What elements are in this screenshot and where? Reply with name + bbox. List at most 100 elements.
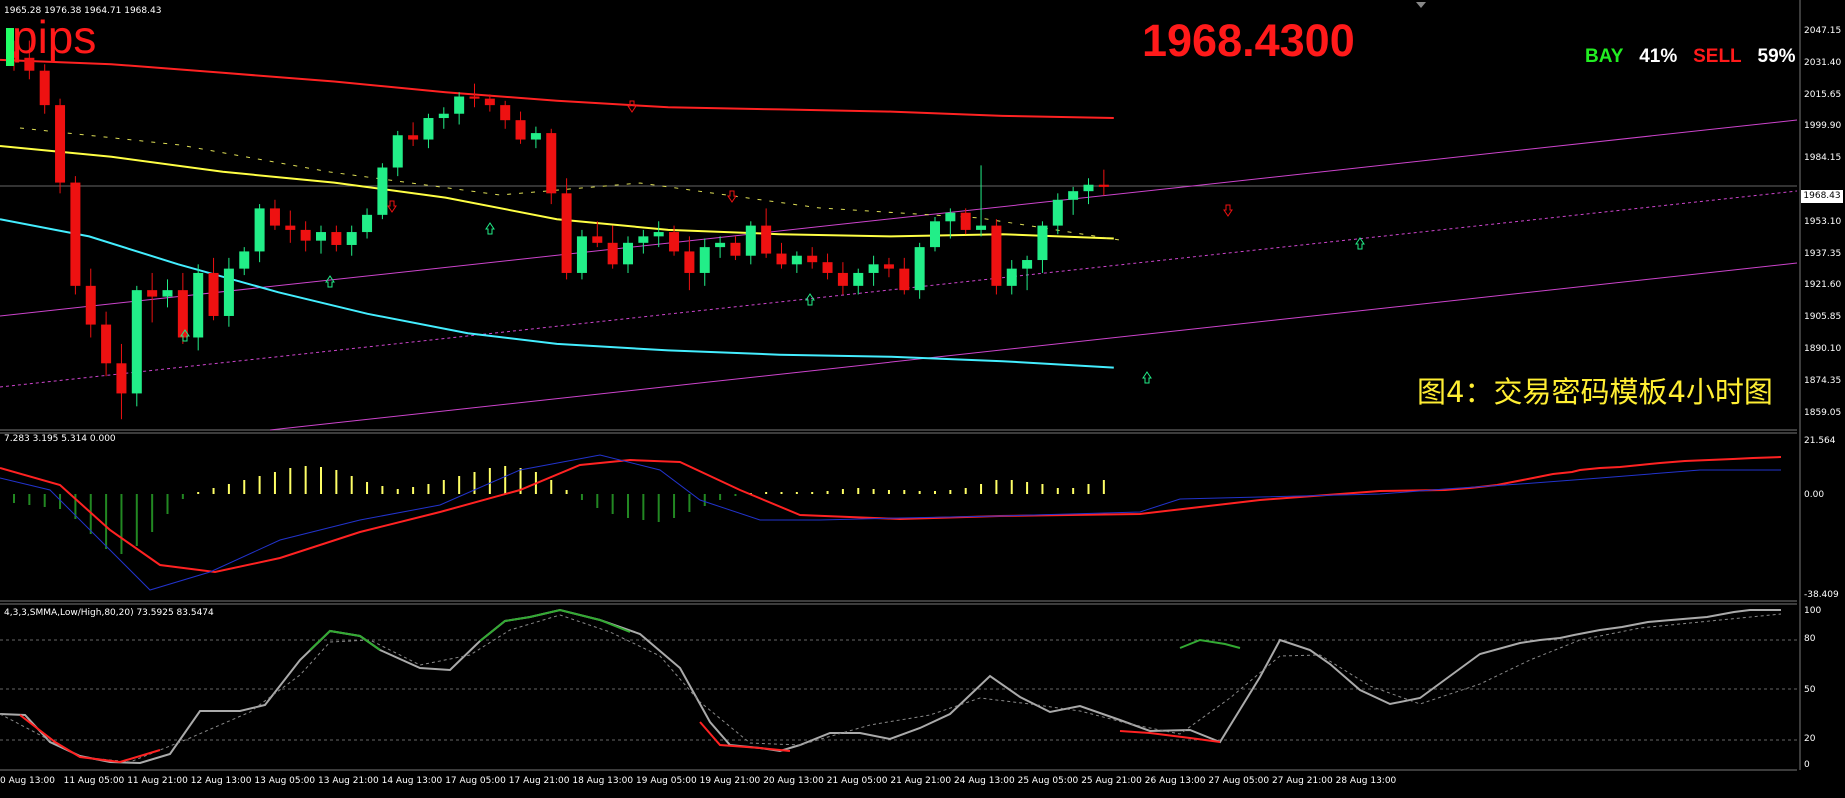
candle-body [576, 236, 587, 273]
candle-body [208, 272, 219, 316]
time-axis-label: 19 Aug 21:00 [699, 776, 761, 786]
candlestick-series [9, 40, 1365, 420]
candle-body [331, 232, 342, 245]
candle-body [239, 251, 250, 269]
time-axis-label: 19 Aug 05:00 [636, 776, 697, 786]
stochastic-indicator [0, 608, 1797, 765]
stochastic-signal-line [0, 613, 1782, 763]
candle-body [776, 253, 787, 265]
buy-arrow-icon [805, 293, 815, 306]
candle-body [515, 120, 526, 140]
candle-body [408, 135, 419, 140]
candle-body [1083, 184, 1094, 192]
candle-body [883, 264, 894, 269]
candle-body [454, 96, 465, 114]
buy-arrow-icon [180, 329, 190, 342]
stochastic-main-line [0, 608, 1781, 765]
chart-caption: 图4：交易密码模板4小时图 [1417, 375, 1773, 409]
candle-body [745, 225, 756, 256]
candle-body [162, 290, 173, 297]
time-axis-label: 11 Aug 05:00 [63, 776, 125, 786]
candle-body [530, 133, 541, 140]
pips-candle-icon [6, 28, 14, 66]
channel-lower-line [269, 262, 1798, 431]
time-axis-label: 25 Aug 21:00 [1081, 776, 1142, 786]
time-axis-label: 11 Aug 21:00 [127, 776, 188, 786]
buy-arrow-icon [485, 222, 495, 235]
stochastic-oversold-segment [19, 714, 161, 764]
regression-channel [0, 119, 1798, 431]
candle-body [653, 232, 664, 237]
price-axis-label: 1905.85 [1804, 312, 1842, 323]
time-axis-label: 12 Aug 13:00 [190, 776, 252, 786]
stochastic-axis-label: 100 [1804, 606, 1822, 616]
candle-body [638, 236, 649, 243]
price-axis-label: 2047.15 [1804, 26, 1842, 36]
time-axis-label: 13 Aug 05:00 [254, 776, 316, 786]
candle-body [561, 193, 572, 273]
stochastic-overbought-segment [1179, 638, 1241, 649]
macd-axis-label: 0.00 [1804, 490, 1825, 500]
candle-body [300, 229, 311, 241]
chart-shift-marker-icon[interactable] [1416, 2, 1426, 8]
candle-body [377, 167, 388, 215]
price-axis-label: 2031.40 [1804, 57, 1842, 68]
candle-body [914, 247, 925, 291]
time-axis-label: 13 Aug 21:00 [318, 776, 379, 786]
time-axis-label: 20 Aug 13:00 [763, 776, 824, 786]
time-axis-label: 17 Aug 21:00 [508, 776, 570, 786]
candle-body [346, 232, 357, 245]
sell-percent: 59% [1757, 46, 1796, 67]
candle-body [899, 268, 910, 291]
candle-body [1006, 268, 1017, 286]
candle-body [791, 255, 802, 265]
candle-body [837, 272, 848, 286]
channel-mid-line [0, 190, 1798, 388]
candle-body [945, 212, 956, 222]
time-axis-label: 18 Aug 13:00 [572, 776, 634, 786]
time-axis-label: 27 Aug 21:00 [1272, 776, 1333, 786]
ma-projection-line [19, 127, 1121, 241]
ma-cyan-line [0, 218, 1114, 369]
candle-body [39, 70, 50, 106]
candle-body [730, 242, 741, 256]
candle-body [101, 324, 112, 364]
candle-body [699, 247, 710, 273]
candle-body [469, 96, 480, 99]
candle-body [669, 232, 680, 252]
candle-body [70, 182, 81, 286]
candle-body [392, 135, 403, 168]
price-axis-label: 1890.10 [1804, 344, 1842, 354]
channel-upper-line [0, 119, 1798, 317]
price-axis-label: 1984.15 [1804, 153, 1842, 164]
time-axis-label: 26 Aug 13:00 [1144, 776, 1206, 786]
ma-yellow-line [0, 145, 1114, 240]
candle-body [484, 98, 495, 106]
price-axis-current-price: 1968.43 [1801, 190, 1843, 203]
time-axis-label: 17 Aug 05:00 [445, 776, 506, 786]
stochastic-label: 4,3,3,SMMA,Low/High,80,20) 73.5925 83.54… [4, 608, 214, 618]
macd-axis-label: -38.409 [1804, 590, 1839, 600]
sell-arrow-icon [1223, 204, 1233, 217]
price-axis-label: 2015.65 [1804, 89, 1842, 100]
time-axis-label: 14 Aug 13:00 [381, 776, 443, 786]
time-axis-label: 21 Aug 05:00 [826, 776, 888, 786]
time-axis-label: 0 Aug 13:00 [0, 776, 55, 786]
candle-body [285, 225, 296, 230]
candle-body [1037, 225, 1048, 261]
candle-body [807, 255, 818, 263]
candle-body [868, 264, 879, 273]
candle-body [9, 51, 19, 58]
sell-arrow-icon [627, 100, 637, 113]
candle-body [254, 208, 265, 252]
candle-body [991, 225, 1002, 286]
sell-label: SELL [1693, 46, 1742, 67]
candle-body [1098, 184, 1109, 187]
time-axis-label: 24 Aug 13:00 [954, 776, 1015, 786]
price-axis-label: 1937.35 [1804, 248, 1842, 259]
candle-body [131, 290, 142, 394]
candle-body [822, 262, 833, 273]
candle-body [269, 208, 280, 226]
candle-body [177, 290, 188, 338]
